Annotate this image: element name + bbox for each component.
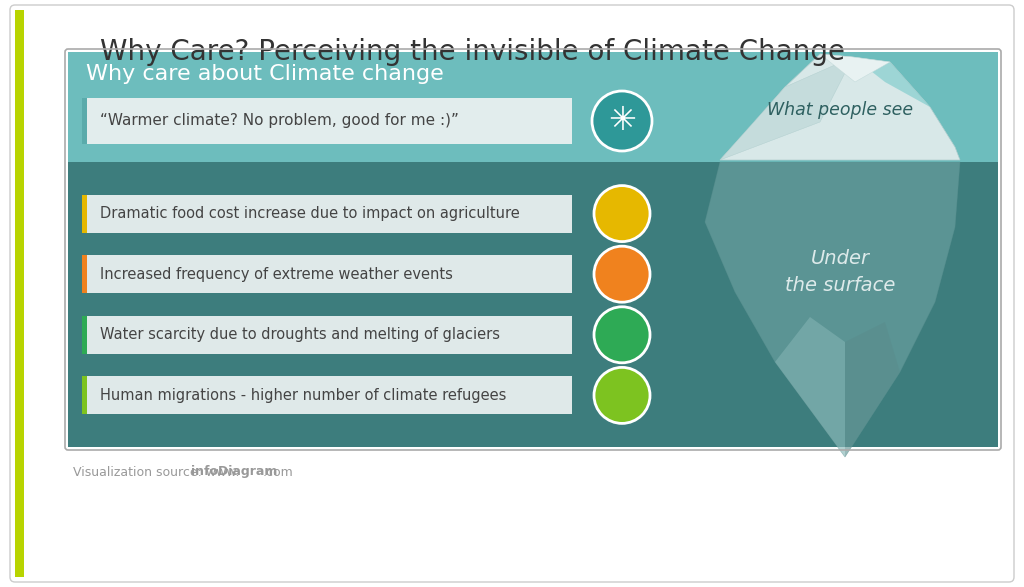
Text: Human migrations - higher number of climate refugees: Human migrations - higher number of clim… (100, 388, 507, 403)
Bar (68, 162, 998, 447)
Bar (68, 52, 998, 162)
Circle shape (594, 367, 650, 423)
Text: infoDiagram: infoDiagram (191, 465, 278, 478)
Circle shape (594, 185, 650, 242)
FancyBboxPatch shape (82, 195, 572, 232)
Circle shape (594, 307, 650, 363)
Polygon shape (775, 317, 845, 457)
Text: Dramatic food cost increase due to impact on agriculture: Dramatic food cost increase due to impac… (100, 206, 520, 221)
Text: What people see: What people see (767, 101, 913, 119)
Text: Increased frequency of extreme weather events: Increased frequency of extreme weather e… (100, 266, 453, 282)
FancyBboxPatch shape (82, 316, 572, 354)
Bar (15, 10, 24, 577)
Text: Under
the surface: Under the surface (784, 249, 895, 295)
Circle shape (594, 246, 650, 302)
Circle shape (592, 91, 652, 151)
Text: “Warmer climate? No problem, good for me :)”: “Warmer climate? No problem, good for me… (100, 113, 459, 129)
FancyBboxPatch shape (82, 255, 572, 293)
FancyBboxPatch shape (82, 98, 572, 144)
Text: Why care about Climate change: Why care about Climate change (86, 64, 443, 84)
Bar (82, 98, 87, 144)
Polygon shape (845, 322, 900, 457)
Text: .com: .com (263, 465, 294, 478)
Text: ✳: ✳ (608, 104, 636, 137)
Bar (82, 376, 87, 414)
Polygon shape (705, 162, 961, 457)
Bar (82, 316, 87, 354)
Polygon shape (853, 57, 930, 107)
Polygon shape (820, 54, 890, 82)
Bar (82, 255, 87, 293)
Polygon shape (720, 57, 853, 160)
FancyBboxPatch shape (82, 376, 572, 414)
Text: Water scarcity due to droughts and melting of glaciers: Water scarcity due to droughts and melti… (100, 328, 500, 342)
Text: Why Care? Perceiving the invisible of Climate Change: Why Care? Perceiving the invisible of Cl… (100, 38, 845, 66)
Polygon shape (720, 54, 961, 160)
FancyBboxPatch shape (10, 5, 1014, 582)
Bar (82, 195, 87, 232)
Text: Visualization source: www.: Visualization source: www. (73, 465, 240, 478)
